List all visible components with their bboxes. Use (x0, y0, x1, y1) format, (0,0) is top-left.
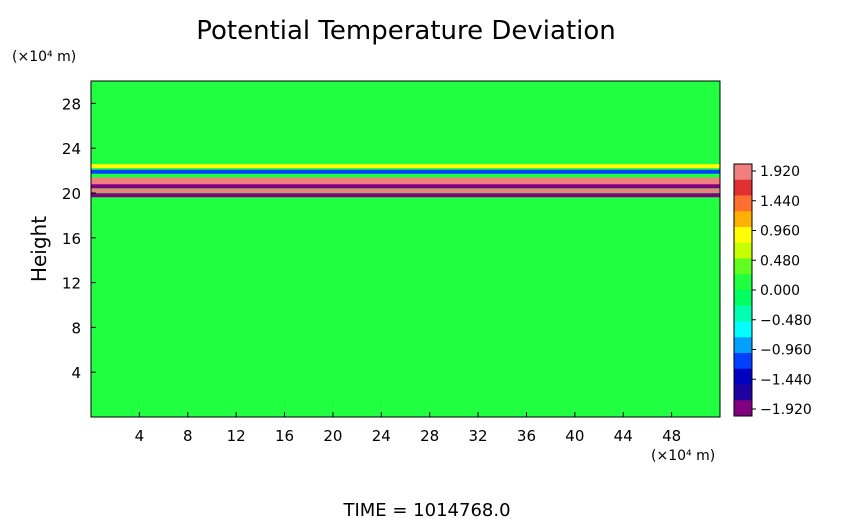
colorbar-label: −1.920 (760, 402, 812, 418)
colorbar-swatch (734, 274, 752, 291)
x-tick-label: 28 (420, 427, 439, 445)
colorbar-swatch (734, 368, 752, 385)
colorbar-swatch (734, 227, 752, 244)
colorbar-label: 0.480 (760, 253, 800, 269)
x-tick-label: 40 (565, 427, 584, 445)
heatmap-band (91, 180, 720, 185)
x-tick-label: 48 (662, 427, 681, 445)
colorbar-swatch (734, 242, 752, 259)
y-tick-label: 12 (62, 275, 81, 293)
x-tick-label: 16 (275, 427, 294, 445)
y-tick-label: 24 (62, 140, 81, 158)
colorbar-label: −0.960 (760, 343, 812, 359)
y-axis-unit: (×10⁴ m) (12, 49, 76, 65)
colorbar-swatch (734, 290, 752, 307)
colorbar-swatch (734, 179, 752, 196)
colorbar: 1.920 1.440 0.960 0.480 0.000 −0.480 −0.960 −1.… (733, 163, 812, 418)
x-tick-label: 20 (323, 427, 342, 445)
colorbar-label: −1.440 (760, 372, 812, 388)
heatmap-band (91, 193, 720, 198)
x-tick-label: 44 (614, 427, 633, 445)
x-tick-label: 24 (372, 427, 391, 445)
heatmap-background (91, 81, 720, 417)
colorbar-swatch (734, 400, 752, 417)
colorbar-label: 0.000 (760, 283, 800, 299)
colorbar-swatch (734, 305, 752, 322)
x-tick-label: 4 (135, 427, 145, 445)
colorbar-swatch (734, 321, 752, 338)
y-axis-label: Height (27, 216, 51, 282)
heatmap-band (91, 177, 720, 182)
plot-frame (90, 80, 721, 418)
x-tick-label: 12 (227, 427, 246, 445)
y-tick-label: 16 (62, 230, 81, 248)
colorbar-swatch (734, 258, 752, 275)
heatmap-band (91, 169, 720, 174)
x-axis-ticks: 4 8 12 16 20 24 28 32 36 40 44 48 (135, 412, 681, 445)
x-tick-label: 36 (517, 427, 536, 445)
time-footer: TIME = 1014768.0 (342, 500, 510, 519)
x-tick-label: 32 (469, 427, 488, 445)
heatmap-band (91, 164, 720, 169)
x-tick-label: 8 (183, 427, 193, 445)
x-axis-unit: (×10⁴ m) (651, 448, 715, 464)
y-tick-label: 20 (62, 185, 81, 203)
y-tick-label: 4 (71, 364, 81, 382)
colorbar-swatch (734, 195, 752, 212)
heatmap-band (91, 184, 720, 189)
colorbar-label: 1.920 (760, 164, 800, 180)
colorbar-swatch (734, 384, 752, 401)
chart-title: Potential Temperature Deviation (196, 16, 616, 46)
colorbar-label: 1.440 (760, 194, 800, 210)
y-axis-ticks: 4 8 12 16 20 24 28 (62, 95, 96, 382)
heatmap-band (91, 188, 720, 193)
colorbar-swatch (734, 164, 752, 181)
y-tick-label: 28 (62, 95, 81, 113)
colorbar-label: −0.480 (760, 313, 812, 329)
colorbar-label: 0.960 (760, 224, 800, 240)
colorbar-swatch (734, 211, 752, 228)
heatmap-plot-area (91, 81, 720, 417)
colorbar-swatch (734, 337, 752, 354)
y-tick-label: 8 (71, 319, 81, 337)
colorbar-swatch (734, 353, 752, 370)
